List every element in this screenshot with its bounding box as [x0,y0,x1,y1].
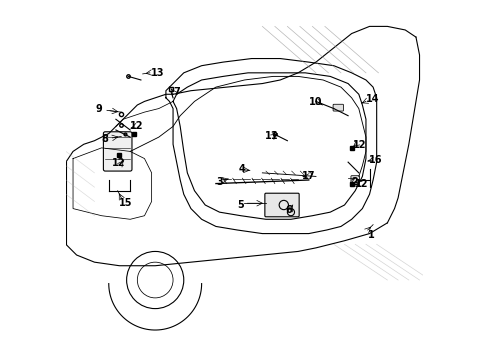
Text: 10: 10 [308,97,322,107]
FancyBboxPatch shape [264,193,299,217]
Text: 2: 2 [350,177,357,187]
Text: 15: 15 [119,198,132,208]
Text: 12: 12 [130,121,143,131]
FancyBboxPatch shape [103,132,132,171]
Text: 12: 12 [354,179,367,189]
Text: 16: 16 [368,156,382,165]
Text: 12: 12 [112,158,125,168]
Text: 13: 13 [151,68,164,78]
Text: 5: 5 [237,200,244,210]
Text: 3: 3 [216,177,223,187]
Text: 12: 12 [352,140,366,150]
FancyBboxPatch shape [332,104,343,111]
Text: 8: 8 [102,134,108,144]
Text: 7: 7 [173,87,180,98]
Text: 9: 9 [95,104,102,113]
Text: 4: 4 [238,164,244,174]
Text: 17: 17 [302,171,315,181]
Text: 11: 11 [264,131,278,141]
Text: 6: 6 [285,205,292,215]
Text: 14: 14 [365,94,378,104]
FancyBboxPatch shape [350,176,359,186]
Text: 1: 1 [367,230,374,240]
